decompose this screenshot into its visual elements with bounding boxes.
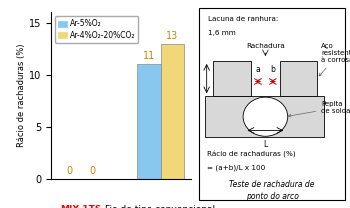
Bar <box>136 64 161 179</box>
Ellipse shape <box>243 97 288 136</box>
Text: 11: 11 <box>142 51 155 61</box>
Text: Fio de tipo convencional: Fio de tipo convencional <box>105 205 216 208</box>
Text: 1,6 mm: 1,6 mm <box>208 30 236 36</box>
Text: 0: 0 <box>66 166 72 176</box>
Text: Pepita
de solda: Pepita de solda <box>288 102 350 117</box>
Y-axis label: Rácio de rachaduras (%): Rácio de rachaduras (%) <box>17 44 26 147</box>
Text: Teste de rachadura de: Teste de rachadura de <box>229 180 315 189</box>
Text: a: a <box>256 65 261 74</box>
Bar <box>205 96 324 137</box>
Legend: Ar-5%O₂, Ar-4%O₂-20%CO₂: Ar-5%O₂, Ar-4%O₂-20%CO₂ <box>55 16 138 43</box>
Text: b: b <box>270 65 275 74</box>
Text: Rácio de rachaduras (%): Rácio de rachaduras (%) <box>206 151 295 158</box>
Text: L: L <box>263 140 267 149</box>
Text: 13: 13 <box>166 31 178 41</box>
Bar <box>161 44 184 179</box>
Text: = (a+b)/L x 100: = (a+b)/L x 100 <box>206 165 265 171</box>
Text: MIX-1TS: MIX-1TS <box>60 205 102 208</box>
Text: ponto do arco: ponto do arco <box>246 192 299 201</box>
Bar <box>212 61 251 96</box>
Text: Lacuna de ranhura:: Lacuna de ranhura: <box>208 16 279 22</box>
Text: Rachadura: Rachadura <box>246 43 285 49</box>
Text: 0: 0 <box>90 166 96 176</box>
Bar <box>280 61 317 96</box>
FancyBboxPatch shape <box>199 8 345 200</box>
Text: Aço
resistente
à corrosão: Aço resistente à corrosão <box>319 43 350 76</box>
